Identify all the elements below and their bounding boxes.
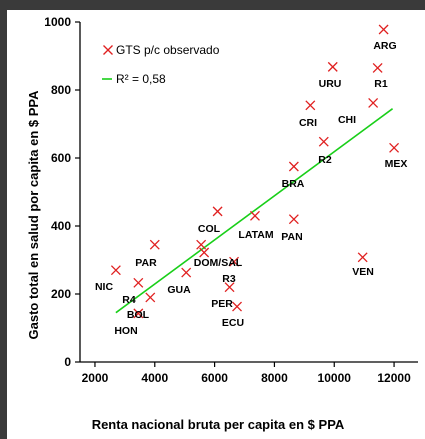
data-point — [378, 24, 389, 35]
x-tick-label: 10000 — [318, 371, 352, 385]
data-point — [372, 62, 383, 73]
data-point — [357, 252, 368, 263]
point-label: DOM/SAL — [194, 257, 243, 269]
point-label: CHI — [338, 114, 356, 126]
plot-area — [79, 22, 418, 363]
y-tick-label: 200 — [51, 287, 71, 301]
point-label: R2 — [318, 154, 332, 166]
legend-observed-marker — [103, 45, 113, 55]
data-point — [196, 239, 207, 250]
point-label: CRI — [299, 117, 317, 129]
point-label: VEN — [352, 266, 374, 278]
legend: GTS p/c observado R² = 0,58 — [102, 43, 220, 86]
point-label: BOL — [127, 309, 150, 321]
data-point — [288, 214, 299, 225]
data-point — [389, 142, 400, 153]
point-label: PER — [211, 298, 233, 310]
y-tick-label: 0 — [64, 355, 71, 369]
point-label: LATAM — [238, 229, 273, 241]
data-point — [133, 308, 144, 319]
point-label: GUA — [167, 284, 191, 296]
point-label: ARG — [373, 40, 396, 52]
point-label: ECU — [222, 317, 244, 329]
data-point — [288, 161, 299, 172]
data-point — [181, 267, 192, 278]
point-label: URU — [319, 78, 342, 90]
data-point — [199, 247, 210, 258]
point-label: R4 — [122, 294, 136, 306]
data-point — [305, 100, 316, 111]
data-point — [327, 61, 338, 72]
point-label: R1 — [374, 78, 388, 90]
x-tick-label: 8000 — [261, 371, 288, 385]
y-tick-label: 400 — [51, 219, 71, 233]
x-axis-ticks: 2000 4000 6000 8000 10000 12000 — [82, 362, 411, 385]
data-point — [110, 265, 121, 276]
point-label: R3 — [222, 273, 236, 285]
y-tick-label: 1000 — [44, 15, 71, 29]
trendline-group — [115, 108, 394, 314]
point-label: BRA — [282, 178, 305, 190]
data-point — [232, 301, 242, 312]
left-border — [0, 0, 7, 439]
y-tick-label: 600 — [51, 151, 71, 165]
point-label: PAR — [135, 257, 157, 269]
x-tick-label: 12000 — [377, 371, 411, 385]
x-tick-label: 6000 — [201, 371, 228, 385]
point-label: NIC — [95, 281, 114, 293]
point-label: MEX — [385, 158, 408, 170]
top-border — [0, 0, 425, 10]
point-labels: NIC R4 HON BOL PAR GUA DOM/SAL COL R3 PER ECU LATAM… — [95, 40, 407, 337]
point-label: HON — [114, 325, 137, 337]
point-label: COL — [198, 223, 221, 235]
data-point — [133, 277, 144, 288]
y-tick-label: 800 — [51, 83, 71, 97]
x-tick-label: 2000 — [82, 371, 109, 385]
data-points — [110, 24, 400, 319]
data-point — [250, 210, 260, 221]
data-point — [145, 292, 156, 303]
y-axis-title: Gasto total en salud por capita en $ PPA — [26, 90, 41, 340]
x-axis-title: Renta nacional bruta per capita en $ PPA — [92, 417, 345, 432]
legend-trend-label: R² = 0,58 — [116, 72, 166, 86]
data-point — [224, 282, 235, 293]
data-point — [318, 136, 329, 147]
legend-observed-label: GTS p/c observado — [116, 43, 220, 57]
point-label: PAN — [281, 231, 302, 243]
y-axis-ticks: 0 200 400 600 800 1000 — [44, 15, 80, 369]
data-point — [368, 97, 379, 108]
data-point — [212, 206, 223, 217]
trendline — [115, 108, 394, 314]
data-point — [149, 239, 160, 250]
x-tick-label: 4000 — [141, 371, 168, 385]
data-point — [229, 256, 240, 267]
